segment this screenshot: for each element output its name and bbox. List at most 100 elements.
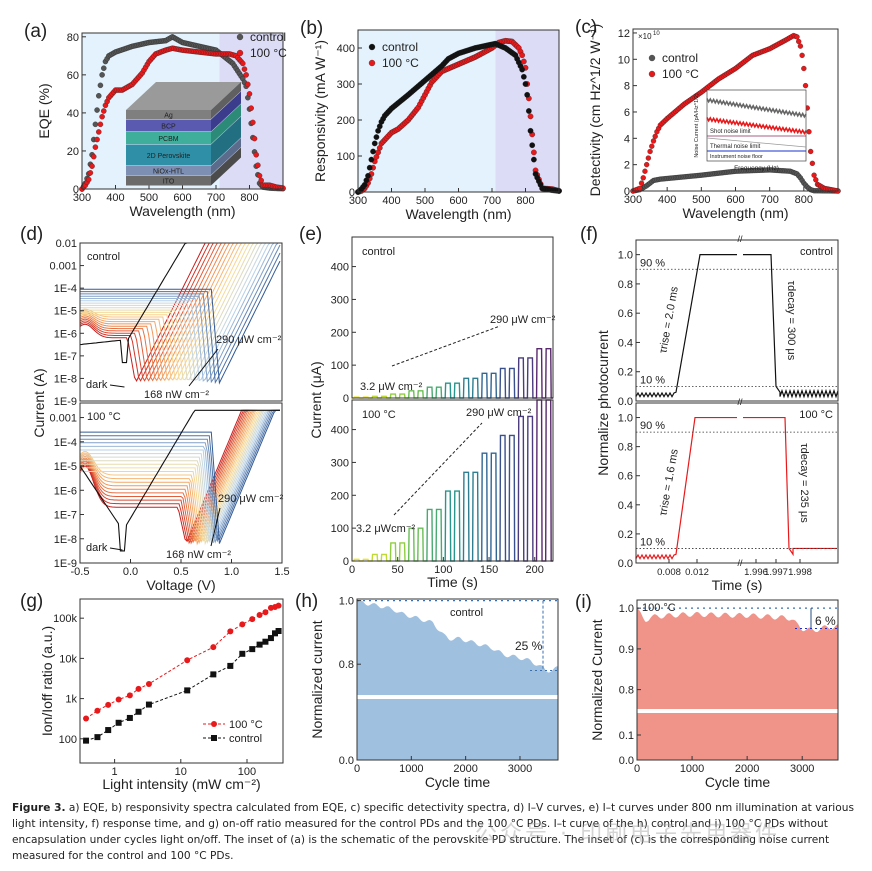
y-tick-label: 0.0 xyxy=(618,396,633,408)
y-tick-label: 0 xyxy=(624,186,630,198)
legend-marker xyxy=(211,721,217,727)
data-point-100C xyxy=(94,136,100,143)
panel-f: (f) 90 % 10 % 0.0 0.2 0.4 0.6 0.8 1.0 control τris… xyxy=(580,224,839,593)
data-point-control xyxy=(249,646,256,653)
data-point-100C xyxy=(245,81,251,88)
x-tick-label: 0.008 xyxy=(657,567,681,578)
photocurrent-trace xyxy=(635,254,839,399)
data-point-100C xyxy=(248,105,254,111)
data-point-100C xyxy=(101,108,107,114)
x-tick-label: 0.0 xyxy=(123,566,138,578)
low-intensity-label: 3.2 μWcm⁻² xyxy=(356,523,416,535)
y-tick-label: 200 xyxy=(331,327,349,339)
high-intensity-label: 290 μW cm⁻² xyxy=(218,493,284,505)
data-point-control xyxy=(368,156,375,163)
legend-label: control xyxy=(382,40,418,54)
data-point-control xyxy=(531,156,537,163)
control-noise-trace xyxy=(706,97,807,119)
x-tick-label: 3000 xyxy=(790,763,814,775)
data-point-100C xyxy=(637,185,643,192)
y-tick-label: 1E-4 xyxy=(54,283,77,295)
panel-label: (d) xyxy=(20,224,43,245)
y-tick-label: 0.9 xyxy=(619,644,634,656)
legend-label: 100 °C xyxy=(662,67,699,81)
x-tick-label: -0.5 xyxy=(71,566,90,578)
data-point-control xyxy=(525,108,532,114)
x-tick-label: 600 xyxy=(173,192,191,204)
legend-marker xyxy=(368,43,376,51)
data-point-control xyxy=(262,638,269,645)
it-pulse-group xyxy=(461,377,480,399)
data-point-100C xyxy=(97,121,104,128)
data-point-control xyxy=(520,73,527,80)
data-point-control xyxy=(365,172,371,179)
iv-curve xyxy=(80,409,280,544)
it-pulse-group xyxy=(425,386,444,399)
floor-trace xyxy=(706,137,807,148)
data-point-100C xyxy=(249,616,256,623)
data-point-100C xyxy=(83,715,90,722)
rise-time-label: τrise = 1.6 ms xyxy=(657,448,681,517)
dark-arrow xyxy=(109,547,123,551)
iv-curve xyxy=(80,242,280,382)
layer-side-face xyxy=(211,147,241,186)
y-tick-label: 1E-5 xyxy=(54,461,77,473)
x-tick-label: 1000 xyxy=(399,763,423,775)
iv-curve xyxy=(80,409,280,546)
panel-g: (g) 1 10 100 100 1k 10k 100k Light intensity (mW… xyxy=(20,591,284,792)
panel-label: (h) xyxy=(295,591,318,612)
axis-break: // xyxy=(737,234,743,244)
axes-frame xyxy=(635,239,839,402)
y-tick-label: 200 xyxy=(337,115,355,127)
y-tick-label: 1E-8 xyxy=(54,534,77,546)
y-tick-label: 1.0 xyxy=(618,250,633,262)
x-tick-label: 0 xyxy=(634,763,640,775)
multiplier-label: ×10 xyxy=(638,32,652,41)
data-point-control xyxy=(527,127,534,134)
inset-x-label: Frequency (Hz) xyxy=(734,165,779,172)
data-point-control xyxy=(275,627,282,634)
iv-curve xyxy=(79,409,280,545)
data-point-100C xyxy=(255,162,261,168)
data-point-control xyxy=(210,671,217,678)
iv-curve xyxy=(80,242,280,381)
data-point-100C xyxy=(253,152,259,158)
layer-label: Ag xyxy=(164,113,173,120)
y-axis-label: Current (μA) xyxy=(308,361,324,438)
layer-pcbm xyxy=(126,132,211,144)
y-tick-label: 20 xyxy=(67,146,79,158)
y-tick-label: 0 xyxy=(73,184,79,196)
iv-curve xyxy=(79,409,280,542)
x-tick-label: 300 xyxy=(73,192,91,204)
legend-marker xyxy=(368,59,376,67)
x-tick-label: 0 xyxy=(349,564,355,576)
device-stack-inset: Ag BCP PCBM 2D Perovskite NiOx-HTL ITO xyxy=(126,82,241,186)
y-axis-label: Normalized current xyxy=(309,620,325,738)
it-pulse-group xyxy=(461,471,480,562)
y-tick-label: 60 xyxy=(67,70,79,82)
it-pulse-group xyxy=(498,434,517,562)
low-intensity-label: 3.2 μW cm⁻² xyxy=(360,381,423,393)
y-tick-label: 0.2 xyxy=(618,367,633,379)
x-tick-label: 300 xyxy=(349,195,367,207)
data-point-100C xyxy=(640,175,646,181)
data-point-100C xyxy=(520,58,527,65)
axes-frame xyxy=(636,599,839,761)
data-point-control xyxy=(256,641,263,648)
y-tick-label: 0.8 xyxy=(618,442,633,454)
x-tick-label: 200 xyxy=(526,564,544,576)
x-tick-label: 100 xyxy=(434,564,452,576)
data-point-control xyxy=(184,687,191,694)
x-axis-label: Wavelength (nm) xyxy=(129,203,235,219)
data-point-100C xyxy=(802,82,809,89)
y-tick-label: 40 xyxy=(67,108,79,120)
iv-curve xyxy=(79,409,280,543)
shot-noise-label: Shot noise limit xyxy=(710,129,751,135)
y-axis-label: Ion/Ioff ratio (a.u.) xyxy=(39,626,55,736)
y-tick-label: 0.2 xyxy=(618,529,633,541)
x-tick-label: 0.012 xyxy=(685,567,709,578)
layer-label: NiOx-HTL xyxy=(153,169,184,176)
figure-canvas: (a)300 400 500 600 700 800020406080Wavelength… xyxy=(20,17,841,792)
data-point-control xyxy=(272,630,279,637)
layer-side-face xyxy=(211,138,241,175)
